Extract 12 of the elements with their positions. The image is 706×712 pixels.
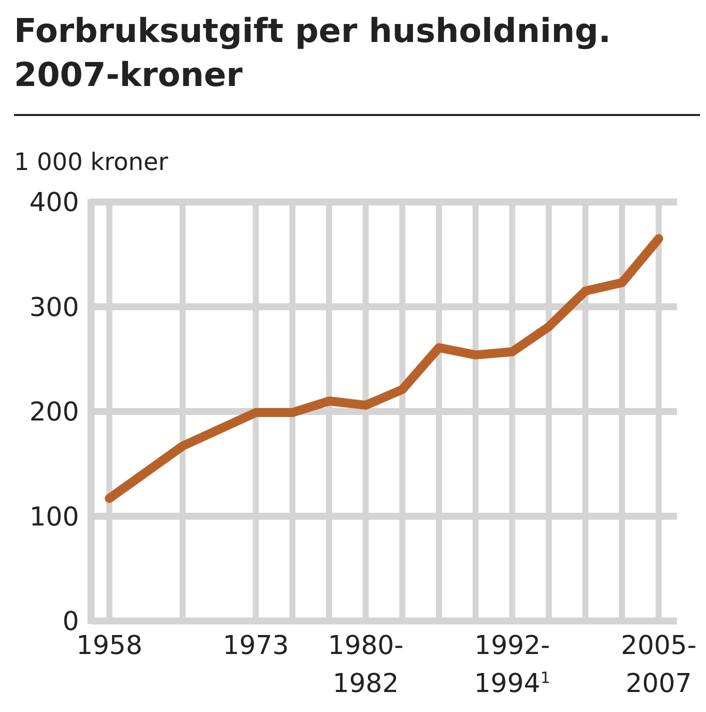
x-tick-label: 1992- 1994$^{1}$ [474,631,550,699]
x-tick-label: 1980- 1982 [328,631,404,699]
x-tick-label: 2005- 2007 [620,631,696,699]
y-tick-label: 200 [29,398,79,428]
x-tick-label: 1958 [76,631,142,661]
y-axis-title: 1 000 kroner [14,148,168,176]
chart-title: Forbruksutgift per husholdning. 2007-kroner [14,11,611,94]
y-tick-label: 100 [29,502,79,532]
x-tick-label: 1973 [222,631,289,661]
y-tick-label: 300 [29,292,79,323]
y-tick-label: 0 [62,607,79,638]
y-tick-label: 400 [29,188,79,218]
